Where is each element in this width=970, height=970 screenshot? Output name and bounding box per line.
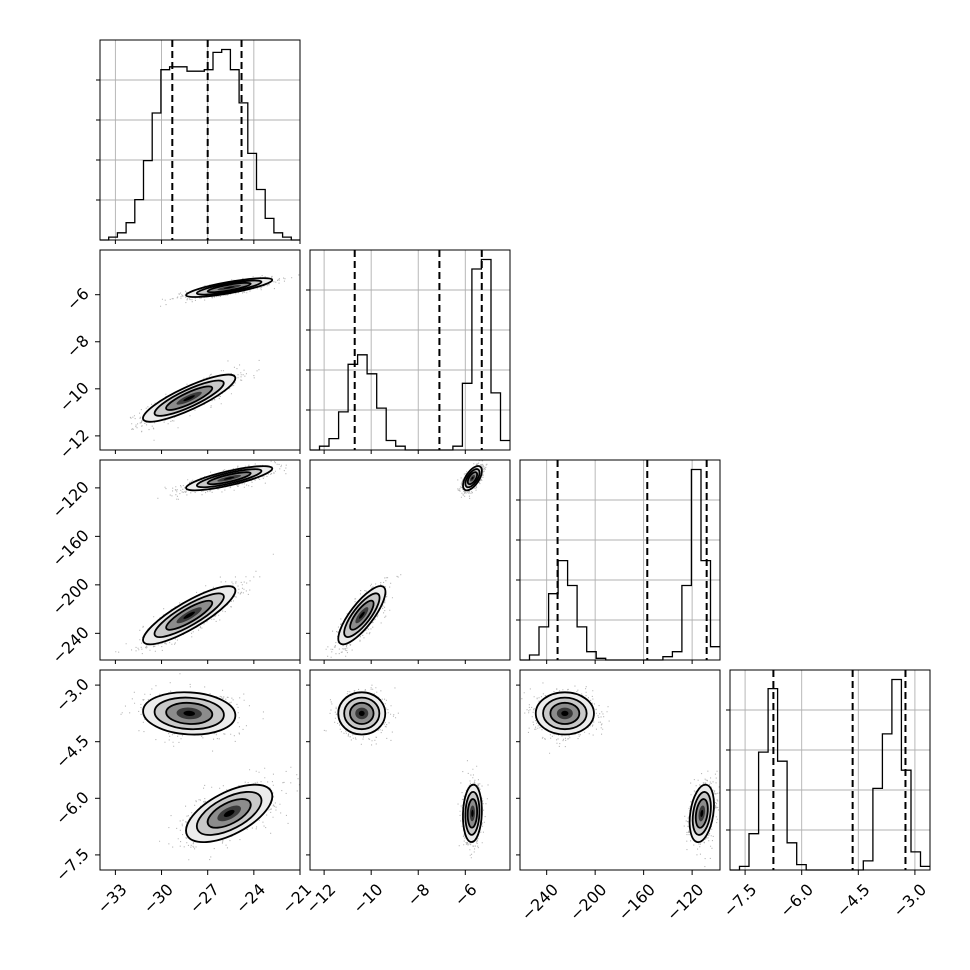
panel-frame [99, 39, 301, 241]
histogram-step [730, 678, 930, 871]
panel-content [120, 673, 300, 861]
panel-frame [99, 249, 301, 451]
panel-frame [309, 459, 511, 661]
panel-frame [729, 669, 931, 871]
y-tick-label: −7.5 [52, 844, 93, 885]
histogram-step [100, 48, 300, 241]
histogram-step [310, 258, 510, 451]
contour-level [358, 710, 365, 716]
y-tick-label: −3.0 [52, 674, 93, 715]
x-tick-label: −240 [517, 880, 562, 925]
x-tick-label: −160 [614, 880, 659, 925]
panel-frame [519, 669, 721, 871]
contour-level [183, 395, 195, 402]
x-tick-label: −33 [93, 880, 130, 917]
x-tick-label: −30 [140, 880, 177, 917]
x-tick-label: −12 [302, 880, 339, 917]
contour-level [700, 809, 704, 817]
x-tick-label: −8 [403, 880, 433, 910]
scatter-panel-3-1 [309, 669, 511, 871]
contour-level [358, 611, 365, 619]
contour-level [471, 809, 474, 817]
y-tick-label: −10 [56, 378, 93, 415]
contour-level [223, 286, 235, 289]
x-tick-label: −6 [450, 880, 480, 910]
x-tick-label: −24 [232, 880, 269, 917]
contour-level [561, 710, 569, 716]
contour-level [223, 476, 235, 480]
y-tick-label: −6.0 [52, 788, 93, 829]
y-tick-label: −4.5 [52, 731, 93, 772]
y-tick-label: −240 [48, 623, 93, 668]
y-tick-label: −160 [48, 526, 93, 571]
y-tick-label: −6 [63, 284, 93, 314]
panel-frame [519, 459, 721, 661]
scatter-panel-2-0 [99, 459, 301, 661]
y-tick-label: −8 [63, 331, 93, 361]
contour-level [471, 476, 474, 480]
scatter-panel-2-1 [309, 459, 511, 661]
scatter-panel-1-0 [99, 249, 301, 451]
panel-frame [309, 669, 511, 871]
y-tick-label: −12 [56, 425, 93, 462]
y-tick-label: −200 [48, 574, 93, 619]
x-tick-label: −6.0 [776, 880, 817, 921]
contour-level [183, 710, 196, 717]
histogram-step [520, 468, 720, 661]
histogram-panel-0 [96, 39, 301, 241]
panel-content [520, 682, 720, 868]
histogram-panel-1 [306, 249, 511, 451]
histogram-panel-3 [726, 669, 931, 871]
scatter-panel-3-2 [519, 669, 721, 871]
panel-frame [309, 249, 511, 451]
scatter-panel-3-0 [99, 669, 301, 871]
x-tick-label: −7.5 [719, 880, 760, 921]
x-tick-label: −3.0 [889, 880, 930, 921]
contour-level [183, 611, 195, 619]
panel-content [115, 460, 287, 655]
x-tick-label: −200 [566, 880, 611, 925]
panel-content [323, 684, 489, 859]
x-tick-label: −27 [186, 880, 223, 917]
panel-frame [99, 669, 301, 871]
histogram-panel-2 [516, 459, 721, 661]
x-tick-label: −120 [663, 880, 708, 925]
contour-level [223, 809, 235, 817]
panel-content [325, 460, 488, 658]
panel-frame [99, 459, 301, 661]
y-tick-label: −120 [48, 477, 93, 522]
x-tick-label: −4.5 [833, 880, 874, 921]
x-tick-label: −10 [349, 880, 386, 917]
panel-content [129, 274, 300, 441]
